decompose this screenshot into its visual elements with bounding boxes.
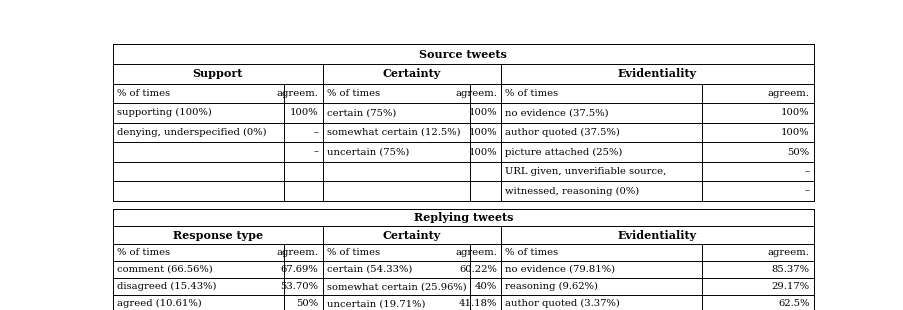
Text: % of times: % of times: [327, 89, 379, 98]
Text: % of times: % of times: [327, 248, 379, 257]
Text: somewhat certain (12.5%): somewhat certain (12.5%): [327, 128, 460, 137]
Text: URL given, unverifiable source,: URL given, unverifiable source,: [505, 167, 666, 176]
Text: author quoted (37.5%): author quoted (37.5%): [505, 128, 619, 137]
Text: Support: Support: [192, 68, 243, 79]
Text: agreem.: agreem.: [454, 89, 497, 98]
Text: somewhat certain (25.96%): somewhat certain (25.96%): [327, 282, 466, 291]
Text: reasoning (9.62%): reasoning (9.62%): [505, 282, 598, 291]
Text: 85.37%: 85.37%: [770, 265, 808, 274]
Text: 41.18%: 41.18%: [458, 299, 497, 308]
Text: supporting (100%): supporting (100%): [117, 108, 212, 117]
Text: Response type: Response type: [172, 230, 263, 241]
Text: –: –: [313, 128, 318, 137]
Text: no evidence (79.81%): no evidence (79.81%): [505, 265, 615, 274]
Text: comment (66.56%): comment (66.56%): [117, 265, 213, 274]
Text: uncertain (19.71%): uncertain (19.71%): [327, 299, 425, 308]
Text: Evidentiality: Evidentiality: [617, 230, 696, 241]
Text: certain (75%): certain (75%): [327, 108, 396, 117]
Text: % of times: % of times: [117, 248, 170, 257]
Text: Source tweets: Source tweets: [419, 49, 507, 60]
Text: % of times: % of times: [505, 248, 558, 257]
Text: –: –: [804, 187, 808, 196]
Text: 40%: 40%: [474, 282, 497, 291]
Text: 53.70%: 53.70%: [280, 282, 318, 291]
Text: 100%: 100%: [780, 128, 808, 137]
Text: 67.69%: 67.69%: [281, 265, 318, 274]
Text: agreed (10.61%): agreed (10.61%): [117, 299, 201, 308]
Text: 100%: 100%: [468, 128, 497, 137]
Text: witnessed, reasoning (0%): witnessed, reasoning (0%): [505, 187, 639, 196]
Text: agreem.: agreem.: [767, 248, 808, 257]
Text: Certainty: Certainty: [382, 230, 441, 241]
Text: agreem.: agreem.: [454, 248, 497, 257]
Text: agreem.: agreem.: [767, 89, 808, 98]
Text: –: –: [313, 148, 318, 157]
Text: picture attached (25%): picture attached (25%): [505, 148, 622, 157]
Text: disagreed (15.43%): disagreed (15.43%): [117, 282, 217, 291]
Text: % of times: % of times: [505, 89, 558, 98]
Text: 100%: 100%: [468, 148, 497, 157]
Text: author quoted (3.37%): author quoted (3.37%): [505, 299, 619, 308]
Text: 29.17%: 29.17%: [770, 282, 808, 291]
Text: uncertain (75%): uncertain (75%): [327, 148, 409, 157]
Text: agreem.: agreem.: [276, 248, 318, 257]
Text: 50%: 50%: [296, 299, 318, 308]
Text: no evidence (37.5%): no evidence (37.5%): [505, 108, 609, 117]
Text: Certainty: Certainty: [382, 68, 441, 79]
Text: Evidentiality: Evidentiality: [617, 68, 696, 79]
Text: denying, underspecified (0%): denying, underspecified (0%): [117, 128, 266, 137]
Text: 100%: 100%: [290, 108, 318, 117]
Text: 100%: 100%: [780, 108, 808, 117]
Text: 50%: 50%: [787, 148, 808, 157]
Text: 60.22%: 60.22%: [459, 265, 497, 274]
Text: –: –: [804, 167, 808, 176]
Text: 100%: 100%: [468, 108, 497, 117]
Text: agreem.: agreem.: [276, 89, 318, 98]
Text: certain (54.33%): certain (54.33%): [327, 265, 412, 274]
Text: 62.5%: 62.5%: [777, 299, 808, 308]
Text: Replying tweets: Replying tweets: [413, 212, 513, 224]
Text: % of times: % of times: [117, 89, 170, 98]
